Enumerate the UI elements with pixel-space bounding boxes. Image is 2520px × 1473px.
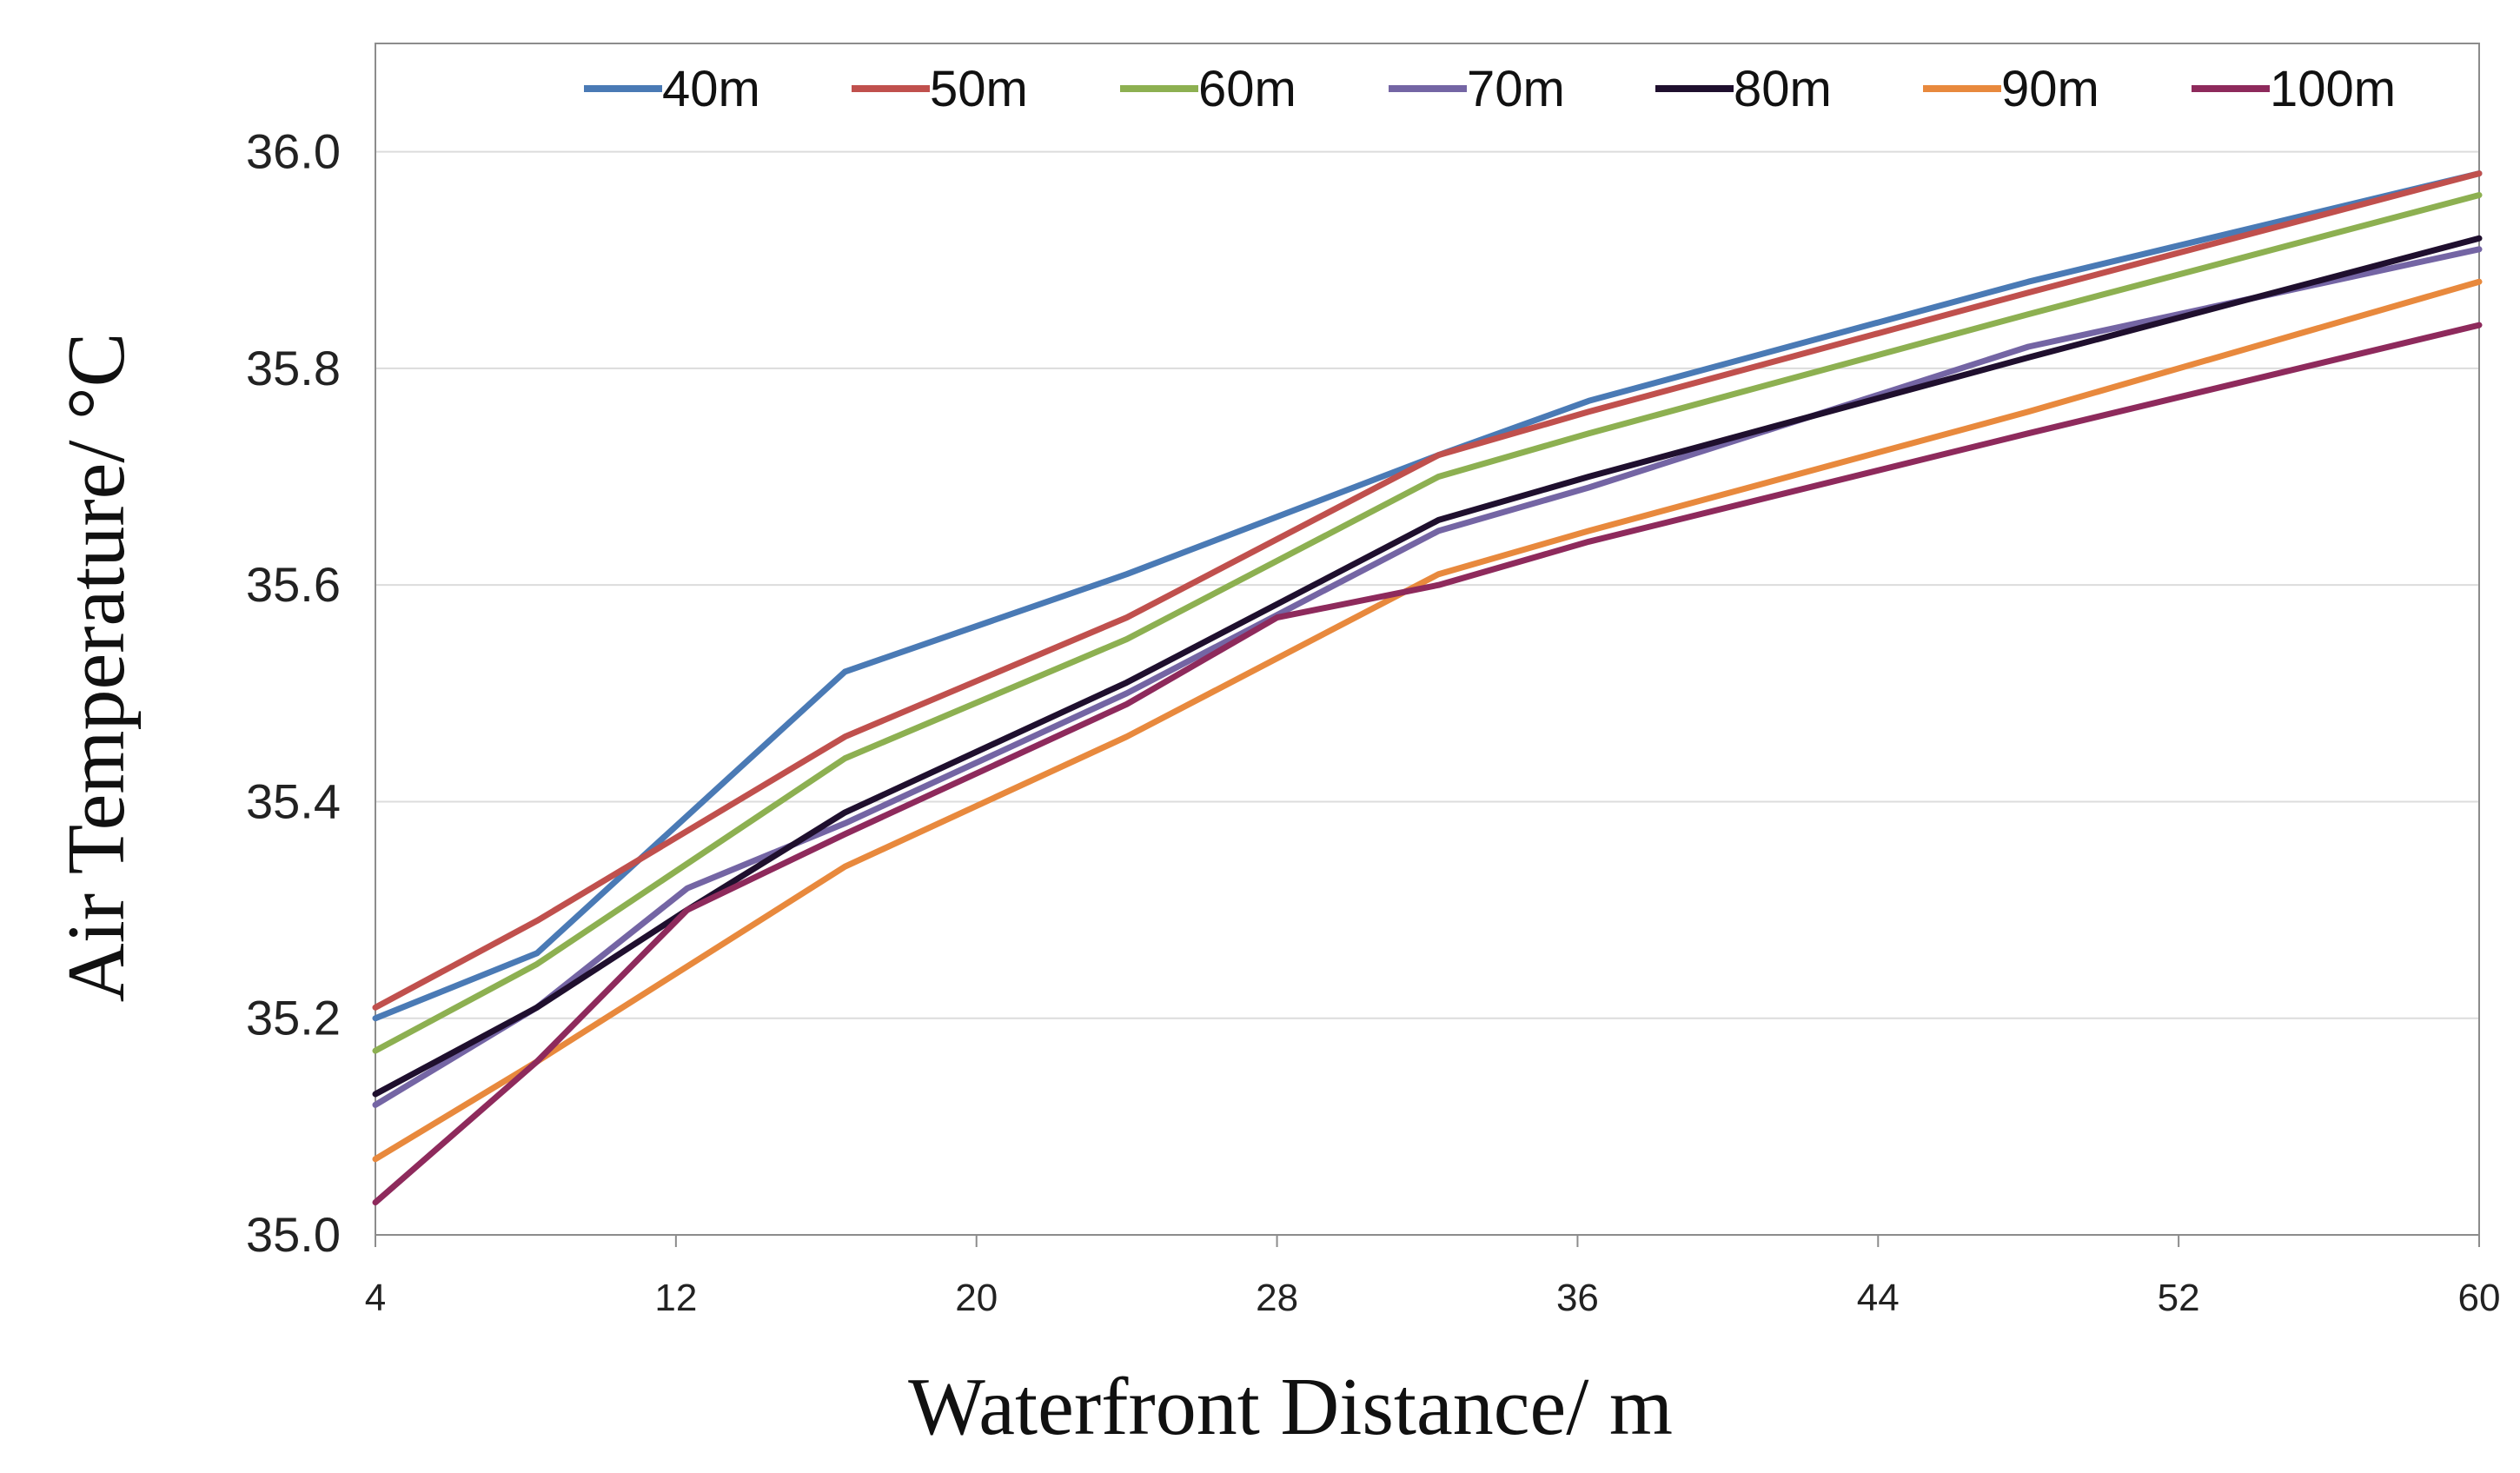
series-line-90m: [372, 278, 2483, 1163]
x-tick-label: 4: [365, 1277, 386, 1319]
x-axis-title: Waterfront Distance/ m: [908, 1362, 1673, 1452]
legend-label-40m: 40m: [662, 61, 760, 117]
y-tick-label: 35.8: [246, 341, 341, 395]
plot-area: [375, 43, 2480, 1236]
legend-label-80m: 80m: [1734, 61, 1832, 117]
legend-label-90m: 90m: [2001, 61, 2099, 117]
y-tick-label: 35.4: [246, 773, 341, 828]
y-tick-label: 35.6: [246, 557, 341, 612]
legend: 40m 50m 60m 70m 80m 90m 100m: [584, 61, 2396, 117]
series-line-60m: [372, 192, 2483, 1054]
legend-label-60m: 60m: [1198, 61, 1296, 117]
y-tick-label: 35.2: [246, 991, 341, 1045]
x-tick-label: 20: [955, 1277, 998, 1319]
y-axis-title: Air Temperature/ °C: [51, 333, 142, 1003]
x-tick-label: 60: [2458, 1277, 2501, 1319]
series-line-50m: [372, 170, 2483, 1011]
series-lines: [372, 170, 2483, 1206]
legend-label-70m: 70m: [1467, 61, 1565, 117]
x-axis-ticks: 4 12 20 28 36 44 52 60: [365, 1235, 2501, 1319]
x-tick-label: 52: [2158, 1277, 2200, 1319]
series-line-100m: [372, 322, 2483, 1206]
series-line-40m: [372, 170, 2483, 1022]
x-tick-label: 36: [1556, 1277, 1599, 1319]
y-tick-label: 35.0: [246, 1207, 341, 1262]
y-tick-label: 36.0: [246, 124, 341, 179]
legend-label-100m: 100m: [2270, 61, 2396, 117]
series-line-70m: [372, 246, 2483, 1108]
x-tick-label: 28: [1256, 1277, 1298, 1319]
legend-label-50m: 50m: [930, 61, 1028, 117]
y-axis-ticks: 35.0 35.2 35.4 35.6 35.8 36.0: [246, 124, 341, 1262]
series-line-80m: [372, 235, 2483, 1098]
x-tick-label: 12: [654, 1277, 697, 1319]
x-tick-label: 44: [1857, 1277, 1900, 1319]
